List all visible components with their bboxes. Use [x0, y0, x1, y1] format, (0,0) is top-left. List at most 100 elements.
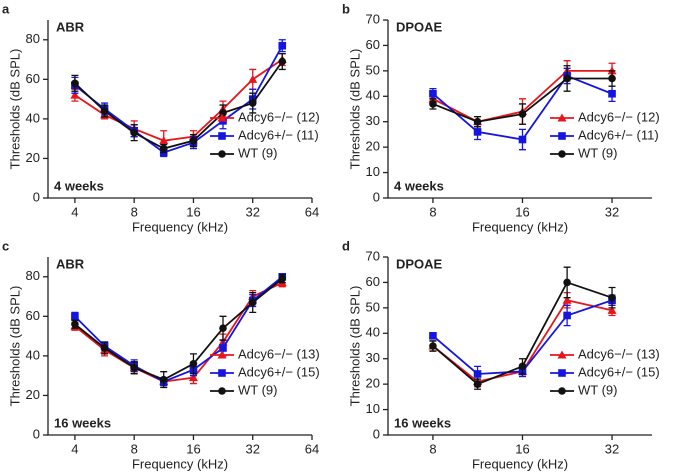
- legend-label: Adcy6+/− (11): [578, 127, 659, 142]
- x-tick-label: 64: [305, 204, 319, 219]
- series-line: [74, 281, 283, 383]
- y-tick-label: 0: [33, 189, 40, 204]
- legend-entry: Adcy6+/− (11): [550, 127, 659, 142]
- data-point: [70, 90, 80, 99]
- legend-marker: [557, 350, 567, 359]
- y-tick-label: 40: [366, 88, 380, 103]
- data-point: [607, 305, 617, 314]
- annotation: 16 weeks: [54, 415, 111, 430]
- x-tick-label: 8: [429, 204, 436, 219]
- series-line: [74, 276, 283, 383]
- legend-marker: [218, 132, 226, 140]
- data-point: [71, 320, 79, 329]
- y-tick-label: 20: [366, 139, 380, 154]
- y-tick-label: 70: [366, 11, 380, 26]
- data-point: [562, 295, 572, 304]
- data-point: [248, 99, 257, 107]
- data-point: [130, 363, 138, 372]
- series-line: [74, 61, 283, 150]
- legend-label: Adcy6+/− (15): [238, 364, 320, 379]
- legend-marker: [558, 387, 566, 395]
- legend-marker: [558, 150, 566, 158]
- x-tick-label: 8: [131, 204, 138, 219]
- y-axis-label: Thresholds (dB SPL): [347, 286, 362, 407]
- y-axis-label: Thresholds (dB SPL): [7, 286, 22, 407]
- chart-title: DPOAE: [396, 19, 443, 34]
- panel-label: d: [342, 238, 350, 253]
- y-tick-label: 60: [26, 308, 40, 323]
- y-tick-label: 50: [366, 299, 380, 314]
- legend-entry: Adcy6−/− (13): [550, 346, 660, 361]
- legend-marker: [557, 113, 567, 122]
- legend-label: Adcy6−/− (13): [578, 346, 660, 361]
- data-point: [473, 117, 482, 126]
- legend-entry: Adcy6+/− (15): [550, 364, 660, 379]
- legend-marker: [217, 113, 227, 122]
- chart-title: ABR: [56, 256, 85, 271]
- legend-entry: Adcy6−/− (12): [550, 109, 660, 124]
- legend-label: Adcy6−/− (13): [238, 346, 320, 361]
- chart-title: ABR: [56, 19, 85, 34]
- data-point: [563, 278, 571, 287]
- data-point: [518, 135, 527, 144]
- y-axis-label: Thresholds (dB SPL): [347, 49, 362, 170]
- chart-panel: c ABR 16 weeks Frequency (kHz) Thresholds (d…: [2, 238, 320, 471]
- y-tick-label: 40: [366, 325, 380, 340]
- chart-panel: d DPOAE 16 weeks Frequency (kHz) Thresholds …: [342, 238, 660, 471]
- x-tick-label: 16: [515, 204, 529, 219]
- y-axis-label: Thresholds (dB SPL): [7, 49, 22, 170]
- data-point: [278, 57, 287, 66]
- panel-label: c: [2, 238, 9, 253]
- data-point: [563, 311, 571, 320]
- y-tick-label: 10: [366, 164, 380, 179]
- chart-panel: a ABR 4 weeks Frequency (kHz) Thresholds (dB…: [2, 1, 320, 234]
- x-tick-label: 32: [605, 441, 619, 456]
- data-point: [100, 107, 109, 115]
- data-point: [473, 128, 482, 136]
- series-line: [74, 45, 284, 154]
- legend-entry: Adcy6+/− (15): [210, 364, 320, 379]
- data-point: [100, 344, 109, 352]
- x-tick-label: 32: [605, 204, 619, 219]
- x-tick-label: 16: [515, 441, 529, 456]
- legend-marker: [558, 369, 566, 377]
- data-point: [518, 362, 527, 371]
- data-point: [248, 298, 257, 307]
- x-tick-label: 32: [245, 204, 259, 219]
- legend-label: Adcy6−/− (12): [578, 109, 660, 124]
- x-tick-label: 4: [71, 441, 78, 456]
- x-tick-label: 64: [305, 441, 319, 456]
- y-tick-label: 80: [26, 268, 40, 283]
- data-point: [130, 128, 138, 137]
- data-point: [563, 74, 571, 83]
- panel-label: a: [2, 1, 10, 16]
- x-tick-label: 16: [186, 441, 200, 456]
- data-point: [518, 110, 527, 118]
- y-tick-label: 20: [366, 376, 380, 391]
- panel-label: b: [342, 1, 350, 16]
- series-line: [74, 58, 283, 142]
- x-axis-label: Frequency (kHz): [472, 456, 568, 471]
- data-point: [608, 89, 616, 98]
- data-point: [429, 332, 437, 340]
- annotation: 16 weeks: [394, 415, 451, 430]
- data-point: [473, 380, 482, 388]
- data-point: [188, 373, 198, 382]
- legend-marker: [217, 350, 227, 359]
- data-point: [429, 342, 437, 350]
- y-tick-label: 50: [366, 62, 380, 77]
- series-line: [74, 278, 283, 381]
- data-point: [248, 74, 258, 83]
- data-point: [189, 360, 198, 368]
- legend-label: Adcy6−/− (12): [238, 109, 320, 124]
- legend-marker: [218, 387, 226, 395]
- y-tick-label: 60: [366, 37, 380, 52]
- y-tick-label: 80: [26, 31, 40, 46]
- y-tick-label: 40: [26, 110, 40, 125]
- x-tick-label: 4: [71, 204, 78, 219]
- legend-label: WT (9): [578, 145, 617, 160]
- data-point: [219, 344, 227, 352]
- legend-label: WT (9): [238, 145, 277, 160]
- data-point: [219, 109, 227, 117]
